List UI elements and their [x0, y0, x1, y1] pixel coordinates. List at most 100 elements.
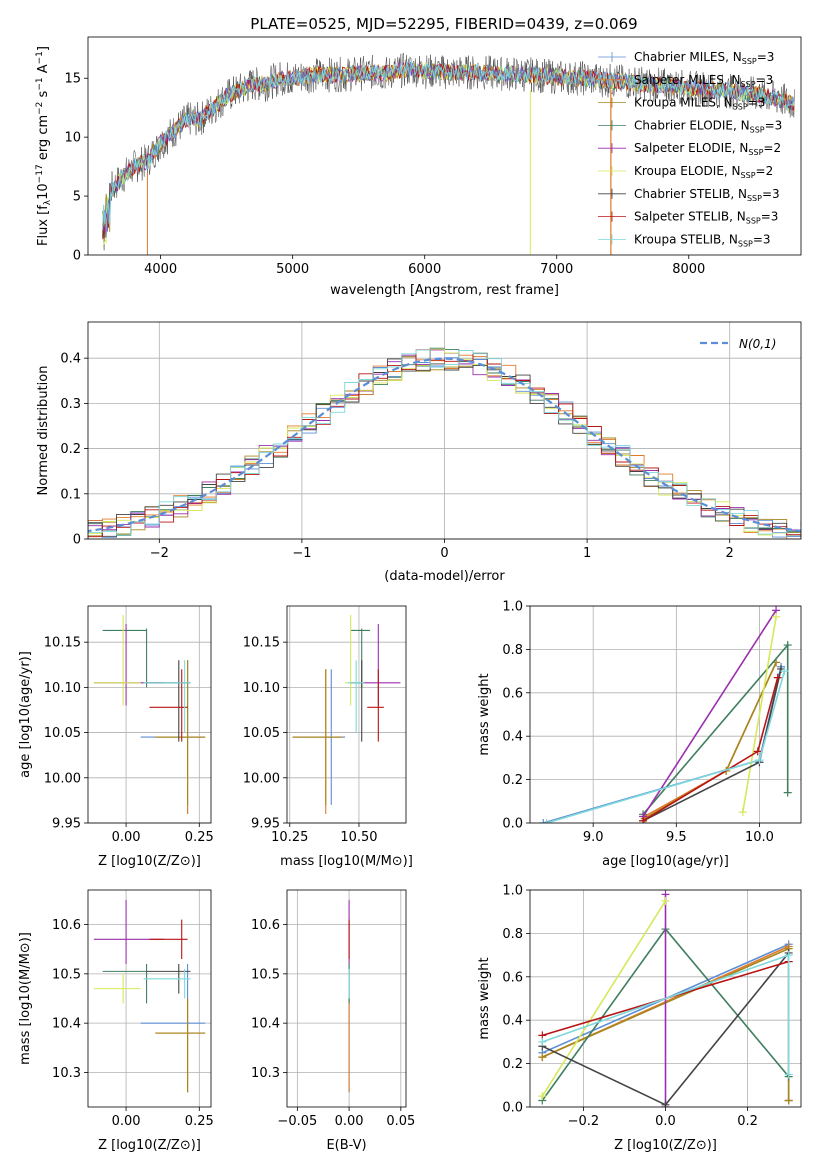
- y-tick-label: 10: [64, 131, 81, 146]
- x-axis-label: Z [log10(Z/Z⊙)]: [98, 1138, 201, 1153]
- x-tick-label: 1: [583, 546, 591, 561]
- legend-label: N(0,1): [739, 337, 776, 351]
- legend-label: Salpeter MILES, NSSP=3: [634, 73, 773, 89]
- y-tick-label: 10.5: [52, 967, 81, 982]
- x-tick-label: 9.0: [583, 830, 604, 845]
- y-axis-label: mass [log10(M/M⊙)]: [18, 932, 33, 1065]
- y-axis-label: Normed distribution: [36, 366, 51, 496]
- data-point: [143, 968, 191, 999]
- x-tick-label: 0.00: [112, 830, 141, 845]
- x-tick-label: 0: [440, 546, 448, 561]
- x-tick-label: −2: [150, 546, 169, 561]
- data-point: [143, 660, 191, 733]
- data-point: [93, 615, 141, 706]
- x-tick-label: 10.25: [271, 830, 308, 845]
- y-tick-label: 0: [73, 533, 81, 548]
- data-point: [155, 998, 206, 1093]
- y-tick-label: 10.3: [52, 1066, 81, 1081]
- x-tick-label: 0.05: [386, 1114, 415, 1129]
- x-axis-label: mass [log10(M/M⊙)]: [280, 854, 413, 869]
- axes-weight-vs-age: 9.0 9.5 10.0 0.0 0.2 0.4 0.6 0.8 1.0 age [log10(a…: [477, 600, 802, 869]
- y-tick-label: 10.10: [243, 681, 280, 696]
- weight-marker: [784, 1070, 793, 1079]
- y-axis-label: age [log10(age/yr)]: [18, 651, 33, 778]
- legend-label: Chabrier STELIB, NSSP=3: [634, 187, 780, 203]
- x-tick-label: 0.2: [737, 1114, 758, 1129]
- axes-age-vs-mass: 10.25 10.50 9.95 10.00 10.05 10.10 10.15 mass […: [243, 605, 413, 869]
- x-axis-label: wavelength [Angstrom, rest frame]: [330, 283, 559, 298]
- data-point: [155, 998, 206, 1093]
- x-axis-label: (data-model)/error: [384, 569, 505, 584]
- weight-line: [644, 662, 777, 820]
- x-tick-label: 9.5: [666, 830, 687, 845]
- x-tick-label: 0.25: [185, 1114, 214, 1129]
- x-tick-label: 5000: [276, 262, 309, 277]
- x-tick-label: 10.0: [745, 830, 774, 845]
- data-point: [345, 615, 359, 706]
- axes-spectrum: 4000 5000 6000 7000 8000 0 5 10 15 wavelength [An…: [35, 36, 802, 298]
- weight-marker: [780, 667, 789, 676]
- data-point: [140, 963, 206, 1093]
- legend-label: Salpeter STELIB, NSSP=3: [634, 210, 778, 226]
- legend: Chabrier MILES, NSSP=3 Salpeter MILES, NS…: [598, 50, 782, 248]
- y-tick-label: 0.2: [60, 442, 81, 457]
- y-tick-label: 0.1: [60, 487, 81, 502]
- axes-weight-vs-Z: −0.2 0.0 0.2 0.0 0.2 0.4 0.6 0.8 1.0 Z [log10(Z/Z…: [477, 884, 802, 1153]
- x-tick-label: 0.00: [335, 1114, 364, 1129]
- y-axis-label: Flux [fλ10−17 erg cm−2 s−1 A−1]: [35, 46, 53, 246]
- x-tick-label: −0.05: [277, 1114, 317, 1129]
- data-point: [350, 628, 371, 688]
- weight-line: [541, 900, 667, 1097]
- figure-title: PLATE=0525, MJD=52295, FIBERID=0439, z=0…: [250, 15, 637, 33]
- x-tick-label: 10.50: [340, 830, 377, 845]
- weight-line: [546, 670, 786, 823]
- axes-residual-histogram: −2 −1 0 1 2 0 0.1 0.2 0.3 0.4 (data-model)/error No…: [36, 321, 802, 584]
- y-tick-label: 5: [73, 190, 81, 205]
- x-axis-label: Z [log10(Z/Z⊙)]: [98, 854, 201, 869]
- weight-marker: [661, 1100, 670, 1107]
- y-tick-label: 0.2: [502, 1057, 523, 1072]
- x-tick-label: 4000: [144, 262, 177, 277]
- y-tick-label: 0.8: [502, 927, 523, 942]
- x-tick-label: 8000: [672, 262, 705, 277]
- weight-marker: [784, 1096, 793, 1105]
- weight-line: [642, 609, 777, 817]
- spectrum-line: [102, 60, 795, 230]
- y-tick-label: 10.4: [251, 1017, 280, 1032]
- axes-frame: [87, 889, 212, 1108]
- legend-label: Kroupa STELIB, NSSP=3: [634, 232, 771, 248]
- spectrum-line: [102, 62, 795, 238]
- data-point: [93, 899, 165, 964]
- y-tick-label: 10.15: [44, 636, 81, 651]
- axes-frame: [286, 889, 407, 1108]
- data-point: [93, 973, 141, 1004]
- y-tick-label: 0: [73, 249, 81, 264]
- y-tick-label: 10.10: [44, 681, 81, 696]
- legend-label: Chabrier ELODIE, NSSP=3: [634, 118, 782, 134]
- weight-line: [644, 662, 777, 818]
- weight-marker: [755, 756, 764, 765]
- data-point: [102, 963, 148, 1004]
- y-tick-label: 10.05: [243, 726, 280, 741]
- y-tick-label: 10.00: [44, 771, 81, 786]
- x-axis-label: Z [log10(Z/Z⊙)]: [614, 1138, 717, 1153]
- y-tick-label: 10.3: [251, 1066, 280, 1081]
- weight-marker: [538, 1092, 547, 1101]
- y-tick-label: 10.6: [52, 918, 81, 933]
- axes-frame: [529, 889, 802, 1108]
- y-tick-label: 0.0: [502, 817, 523, 832]
- x-tick-label: 0.00: [112, 1114, 141, 1129]
- plot-area: [102, 52, 795, 255]
- legend-label: Chabrier MILES, NSSP=3: [634, 50, 774, 66]
- normal-curve: [88, 357, 801, 533]
- weight-marker: [772, 612, 781, 621]
- weight-marker: [783, 641, 792, 650]
- data-point: [146, 660, 191, 742]
- y-tick-label: 10.15: [243, 636, 280, 651]
- weight-line: [742, 616, 777, 813]
- weight-marker: [783, 788, 792, 797]
- plot-area: [88, 347, 801, 539]
- weight-marker: [661, 896, 670, 905]
- weight-marker: [753, 747, 762, 756]
